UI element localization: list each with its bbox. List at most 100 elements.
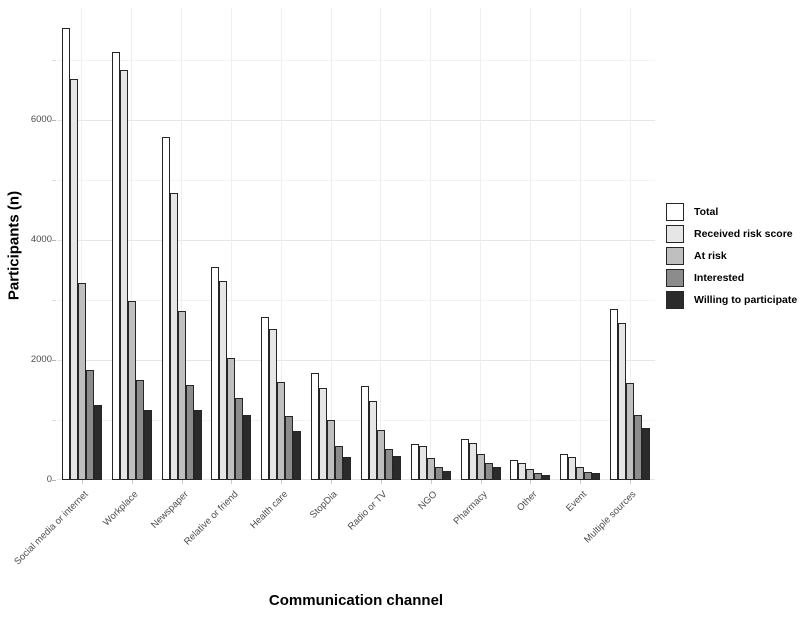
bar-total-cat11 — [610, 309, 619, 480]
bar-willing-to-participate-cat5 — [343, 457, 352, 480]
x-tick-mark-0 — [81, 480, 83, 484]
x-tick-mark-5 — [331, 480, 333, 484]
bar-total-cat0 — [61, 28, 70, 480]
gridline-v-2 — [181, 8, 183, 480]
bar-interested-cat7 — [434, 466, 443, 480]
bar-willing-to-participate-cat7 — [442, 471, 451, 480]
bar-received-risk-score-cat5 — [319, 387, 328, 480]
y-tick-label-2000: 2000 — [30, 354, 52, 366]
x-tick-mark-8 — [480, 480, 482, 484]
bar-received-risk-score-cat4 — [269, 328, 278, 480]
y-minor-tick-mark-3000 — [52, 300, 56, 302]
x-tick-mark-3 — [231, 480, 233, 484]
bar-total-cat5 — [311, 372, 320, 480]
x-tick-mark-10 — [580, 480, 582, 484]
bar-received-risk-score-cat2 — [169, 193, 178, 480]
bar-at-risk-cat7 — [426, 458, 435, 480]
x-tick-mark-1 — [131, 480, 133, 484]
bar-received-risk-score-cat0 — [69, 79, 78, 480]
x-tick-mark-2 — [181, 480, 183, 484]
legend-swatch-0 — [666, 203, 684, 221]
legend-item-at-risk: At risk — [666, 247, 797, 265]
legend-label-3: Interested — [694, 272, 745, 284]
y-tick-mark-0 — [52, 480, 56, 481]
bar-interested-cat8 — [484, 463, 493, 480]
bar-total-cat4 — [261, 316, 270, 480]
bar-willing-to-participate-cat9 — [542, 474, 551, 480]
gridline-v-0 — [81, 8, 83, 480]
x-tick-label-2: Newspaper — [148, 489, 191, 531]
bar-interested-cat6 — [384, 449, 393, 480]
bar-interested-cat11 — [634, 415, 643, 480]
legend-swatch-3 — [666, 269, 684, 287]
bar-total-cat6 — [360, 386, 369, 480]
gridline-major-y0 — [57, 479, 655, 480]
bar-at-risk-cat6 — [376, 430, 385, 480]
bar-total-cat7 — [410, 444, 419, 480]
bar-received-risk-score-cat1 — [119, 70, 128, 480]
y-tick-label-0: 0 — [46, 474, 52, 485]
x-tick-label-10: Event — [564, 489, 590, 514]
y-tick-label-4000: 4000 — [30, 234, 52, 246]
gridline-minor-y1000 — [57, 419, 655, 421]
plot-panel — [57, 8, 655, 480]
bar-willing-to-participate-cat3 — [243, 415, 252, 480]
y-minor-tick-mark-5000 — [52, 180, 56, 182]
x-tick-label-9: Other — [514, 489, 540, 514]
gridline-v-1 — [131, 8, 133, 480]
gridline-v-3 — [230, 8, 232, 480]
x-tick-mark-7 — [430, 480, 432, 484]
x-tick-label-4: Health care — [247, 489, 291, 532]
gridline-v-7 — [430, 8, 432, 480]
y-tick-mark-2000 — [52, 360, 56, 362]
bar-interested-cat0 — [85, 370, 94, 480]
gridline-v-8 — [480, 8, 482, 480]
legend-swatch-2 — [666, 247, 684, 265]
legend-label-4: Willing to participate — [694, 294, 798, 306]
bar-interested-cat2 — [185, 385, 194, 480]
gridline-v-4 — [280, 8, 282, 480]
gridline-v-6 — [380, 8, 382, 480]
bar-total-cat3 — [211, 267, 220, 480]
bar-received-risk-score-cat7 — [418, 445, 427, 480]
bar-at-risk-cat1 — [127, 300, 136, 480]
gridline-major-y6000 — [57, 120, 655, 122]
gridline-v-9 — [529, 8, 531, 480]
bar-willing-to-participate-cat10 — [592, 472, 601, 480]
bar-received-risk-score-cat8 — [468, 443, 477, 480]
bar-at-risk-cat5 — [327, 420, 336, 480]
gridline-minor-y7000 — [57, 59, 655, 61]
bar-interested-cat10 — [584, 471, 593, 480]
x-axis-title: Communication channel — [268, 592, 444, 609]
bar-interested-cat9 — [534, 472, 543, 480]
legend-item-interested: Interested — [666, 269, 797, 287]
x-tick-mark-9 — [530, 480, 532, 484]
y-minor-tick-mark-1000 — [52, 420, 56, 422]
x-tick-label-6: Radio or TV — [346, 489, 390, 533]
legend-item-total: Total — [666, 203, 797, 221]
bar-willing-to-participate-cat11 — [642, 427, 651, 480]
bar-interested-cat3 — [235, 398, 244, 480]
bar-total-cat2 — [161, 136, 170, 480]
bar-willing-to-participate-cat6 — [392, 456, 401, 480]
bar-total-cat8 — [460, 439, 469, 480]
bar-received-risk-score-cat10 — [568, 456, 577, 480]
gridline-major-y2000 — [57, 360, 655, 362]
bar-interested-cat1 — [135, 380, 144, 480]
bar-total-cat9 — [510, 460, 519, 480]
bar-willing-to-participate-cat4 — [293, 431, 302, 480]
gridline-minor-y3000 — [57, 299, 655, 301]
legend-label-1: Received risk score — [694, 228, 793, 240]
bar-interested-cat5 — [335, 445, 344, 480]
bar-total-cat10 — [560, 454, 569, 480]
x-tick-mark-11 — [630, 480, 632, 484]
x-tick-label-5: StopDia — [308, 489, 340, 521]
gridline-major-y4000 — [57, 240, 655, 242]
bar-at-risk-cat4 — [277, 381, 286, 480]
bar-interested-cat4 — [285, 415, 294, 480]
gridline-v-11 — [629, 8, 631, 480]
x-tick-label-3: Relative or friend — [181, 489, 241, 548]
bar-willing-to-participate-cat1 — [143, 409, 152, 480]
bar-at-risk-cat11 — [626, 383, 635, 480]
